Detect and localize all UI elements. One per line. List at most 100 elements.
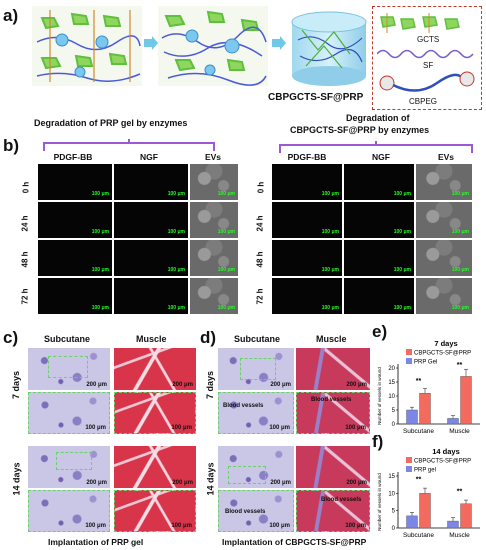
micrograph-evs-72h-right: 100 μm (416, 278, 472, 314)
micrograph-pdgf-24h-left: 100 μm (38, 202, 112, 238)
row-label-0h-left: 0 h (21, 181, 31, 194)
legend-cbpeg: CBPEG (409, 97, 438, 106)
d-row-14days: 14 days (205, 462, 216, 496)
row-label-48h-right: 48 h (255, 251, 265, 268)
chart-f-ytick-label-2: 10 (388, 491, 395, 497)
chart-f-significance-0: ** (416, 477, 422, 484)
micrograph-ngf-48h-left: 100 μm (114, 240, 188, 276)
micrograph-ngf-24h-right: 100 μm (344, 202, 414, 238)
chart-f-ylabel: Number of vessels in wound (377, 473, 382, 531)
c-caption: Implantation of PRP gel (48, 537, 144, 547)
micrograph-evs-48h-right: 100 μm (416, 240, 472, 276)
micrograph-evs-0h-left: 100 μm (190, 164, 238, 200)
row-label-48h-left: 48 h (20, 251, 30, 268)
chart-e-ytick-label-3: 15 (388, 380, 395, 386)
panel-label-b: b) (3, 136, 20, 155)
chart-f-bar-cbpgctssfprp-0 (419, 493, 431, 529)
histology-c-muscle-14d-low: 200 μm (114, 446, 196, 488)
panel-label-d: d) (200, 328, 217, 347)
row-label-72h-right: 72 h (255, 288, 265, 305)
micrograph-ngf-24h-left: 100 μm (114, 202, 188, 238)
col-header-ngf-left: NGF (140, 152, 158, 162)
micrograph-ngf-72h-right: 100 μm (344, 278, 414, 314)
chart-f: 14 days CBPGCTS-SF@PRP PRP gel 0 5 10 15 Number… (377, 447, 480, 539)
network-schematic-2 (158, 6, 268, 86)
panel-label-a: a) (3, 6, 19, 25)
chart-f-legend-label-1: PRP gel (414, 468, 436, 474)
micrograph-evs-72h-left: 100 μm (190, 278, 238, 314)
col-header-pdgf-left: PDGF-BB (53, 152, 93, 162)
histology-d-subcutane-7d-high: Blood vessels 100 μm (218, 392, 294, 434)
micrograph-pdgf-48h-left: 100 μm (38, 240, 112, 276)
col-header-evs-right: EVs (437, 152, 455, 162)
chart-f-bar-prpgel-0 (406, 515, 418, 529)
chart-f-bar-prpgel-1 (447, 520, 459, 529)
col-header-evs-left: EVs (204, 152, 222, 162)
row-label-24h-right: 24 h (255, 215, 265, 232)
chart-e-bar-cbpgctssfprp-1 (460, 376, 472, 425)
micrograph-evs-48h-left: 100 μm (190, 240, 238, 276)
bracket-left (42, 138, 216, 151)
micrograph-pdgf-0h-right: 100 μm (272, 164, 342, 200)
micrograph-pdgf-48h-right: 100 μm (272, 240, 342, 276)
histology-c-subcutane-7d-high: 100 μm (28, 392, 110, 434)
chart-e-ytick-label-2: 10 (388, 394, 395, 400)
d-caption: Implantation of CBPGCTS-SF@PRP (222, 537, 367, 547)
chart-f-ytick-label-0: 0 (392, 526, 396, 532)
blood-vessels-annotation-1: Blood vessels (223, 403, 264, 409)
chart-f-legend-label-0: CBPGCTS-SF@PRP (414, 459, 471, 465)
chart-e-ytick-label-0: 0 (392, 422, 396, 428)
row-label-72h-left: 72 h (20, 288, 30, 305)
micrograph-evs-0h-right: 100 μm (416, 164, 472, 200)
histology-d-muscle-14d-high: Blood vessels 100 μm (296, 490, 370, 532)
micrograph-pdgf-72h-left: 100 μm (38, 278, 112, 314)
chart-e: 7 days CBPGCTS-SF@PRP PRP Gel 0 5 10 15 20 Numbe… (377, 339, 480, 435)
chart-e-title: 7 days (434, 339, 457, 348)
histology-d-muscle-14d-low: 200 μm (296, 446, 370, 488)
d-col-muscle: Muscle (316, 334, 347, 344)
micrograph-pdgf-24h-right: 100 μm (272, 202, 342, 238)
chart-f-ytick-label-1: 5 (392, 509, 396, 515)
micrograph-evs-24h-left: 100 μm (190, 202, 238, 238)
gcts-structure-icon (380, 13, 460, 33)
degradation-title-right-1: Degradation of (346, 113, 410, 123)
chart-f-xtick-label-1: Muscle (449, 532, 470, 539)
blood-vessels-annotation-2: Blood vessels (311, 397, 352, 403)
d-row-7days: 7 days (205, 370, 216, 400)
histology-d-muscle-7d-high: Blood vessels 100 μm (296, 392, 370, 434)
micrograph-pdgf-72h-right: 100 μm (272, 278, 342, 314)
chart-f-legend-swatch-0 (406, 457, 412, 463)
chart-e-ytick-label-1: 5 (392, 408, 396, 414)
chart-e-legend-label-0: CBPGCTS-SF@PRP (414, 351, 471, 357)
c-col-muscle: Muscle (136, 334, 167, 344)
histology-c-subcutane-14d-high: 100 μm (28, 490, 110, 532)
chart-f-bar-cbpgctssfprp-1 (460, 503, 472, 529)
cbpeg-chain-icon (379, 71, 475, 92)
legend-gcts: GCTS (417, 35, 440, 44)
panel-label-f: f) (372, 432, 384, 451)
chart-e-significance-0: ** (416, 378, 422, 385)
chart-e-legend-label-1: PRP Gel (414, 360, 437, 366)
degradation-title-left: Degradation of PRP gel by enzymes (34, 118, 188, 128)
histology-c-subcutane-14d-low: 200 μm (28, 446, 110, 488)
chart-e-xtick-label-0: Subcutane (403, 428, 434, 435)
legend-sf: SF (423, 61, 434, 70)
histology-d-subcutane-14d-high: Blood vessels 100 μm (218, 490, 294, 532)
histology-c-muscle-14d-high: 100 μm (114, 490, 196, 532)
panel-label-e: e) (372, 322, 388, 341)
micrograph-pdgf-0h-left: 100 μm (38, 164, 112, 200)
chart-e-ylabel: Number of vessels in wound (377, 367, 382, 425)
histology-c-muscle-7d-high: 100 μm (114, 392, 196, 434)
chart-e-legend-swatch-0 (406, 349, 412, 355)
chart-e-bar-prpgel-1 (447, 418, 459, 425)
micrograph-evs-24h-right: 100 μm (416, 202, 472, 238)
chart-f-significance-1: ** (457, 489, 463, 496)
chart-e-legend-swatch-1 (406, 358, 412, 364)
sf-chain-icon (377, 49, 474, 59)
histology-c-subcutane-7d-low: 200 μm (28, 348, 110, 390)
chart-f-ytick-label-3: 15 (388, 474, 395, 480)
micrograph-ngf-0h-left: 100 μm (114, 164, 188, 200)
micrograph-ngf-0h-right: 100 μm (344, 164, 414, 200)
panel-label-c: c) (3, 328, 19, 347)
histology-d-subcutane-7d-low: 200 μm (218, 348, 294, 390)
